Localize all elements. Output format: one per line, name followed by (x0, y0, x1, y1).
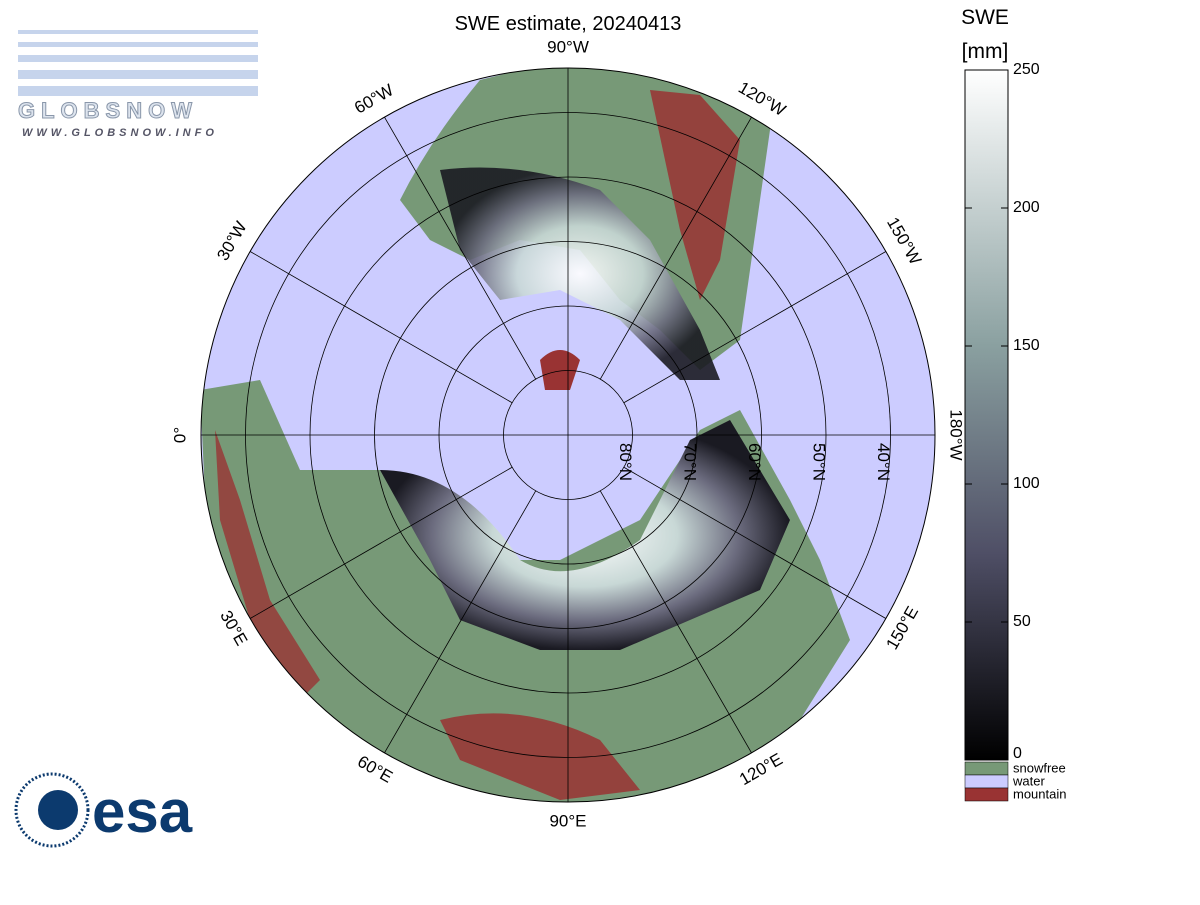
logo-url: WWW.GLOBSNOW.INFO (22, 127, 218, 139)
meridian (249, 466, 513, 619)
map-title: SWE estimate, 20240413 (455, 13, 682, 35)
legend-label: water (1012, 773, 1045, 788)
globsnow-logo: GLOBSNOW WWW.GLOBSNOW.INFO (18, 30, 258, 139)
esa-logo: esa (14, 772, 193, 848)
meridian-label: 30°W (213, 218, 250, 264)
legend-swatch (964, 774, 1009, 789)
colorbar-tick-label: 0 (1013, 745, 1022, 762)
meridian-label: 60°W (351, 80, 397, 117)
meridian (599, 490, 752, 754)
meridian-label: 30°E (216, 607, 251, 649)
parallel-label: 50°N (810, 443, 829, 481)
colorbar-tick-label: 150 (1013, 337, 1040, 354)
colorbar-tick-label: 200 (1013, 199, 1040, 216)
colorbar-title: SWE (961, 6, 1009, 29)
meridian (384, 490, 537, 754)
meridian-label: 0° (170, 427, 189, 443)
legend-label: mountain (1013, 786, 1066, 801)
meridian-label: 90°W (547, 37, 589, 56)
meridian-label: 90°E (549, 811, 586, 830)
colorbar-ramp (964, 69, 1009, 761)
logo-name: GLOBSNOW (18, 98, 198, 123)
colorbar-tick-label: 100 (1013, 475, 1040, 492)
map-border (200, 67, 936, 803)
meridian-label: 60°E (354, 752, 396, 787)
colorbar: SWE [mm] (961, 6, 1009, 761)
meridian (623, 466, 887, 619)
map-base (201, 68, 935, 802)
meridian (623, 251, 887, 404)
parallel-label: 40°N (874, 443, 893, 481)
parallel-label: 60°N (745, 443, 764, 481)
parallel-label: 80°N (616, 443, 635, 481)
meridian (249, 251, 513, 404)
meridian-label: 180°W (947, 409, 966, 460)
graticule (201, 68, 935, 802)
agency-name: esa (92, 778, 193, 845)
legend-swatch (964, 761, 1009, 776)
meridian (384, 116, 537, 380)
colorbar-unit: [mm] (962, 40, 1009, 63)
parallel-label: 70°N (681, 443, 700, 481)
colorbar-tick-label: 250 (1013, 61, 1040, 78)
legend-label: snowfree (1013, 760, 1066, 775)
legend-swatch (964, 787, 1009, 802)
colorbar-tick-label: 50 (1013, 613, 1031, 630)
meridian (599, 116, 752, 380)
